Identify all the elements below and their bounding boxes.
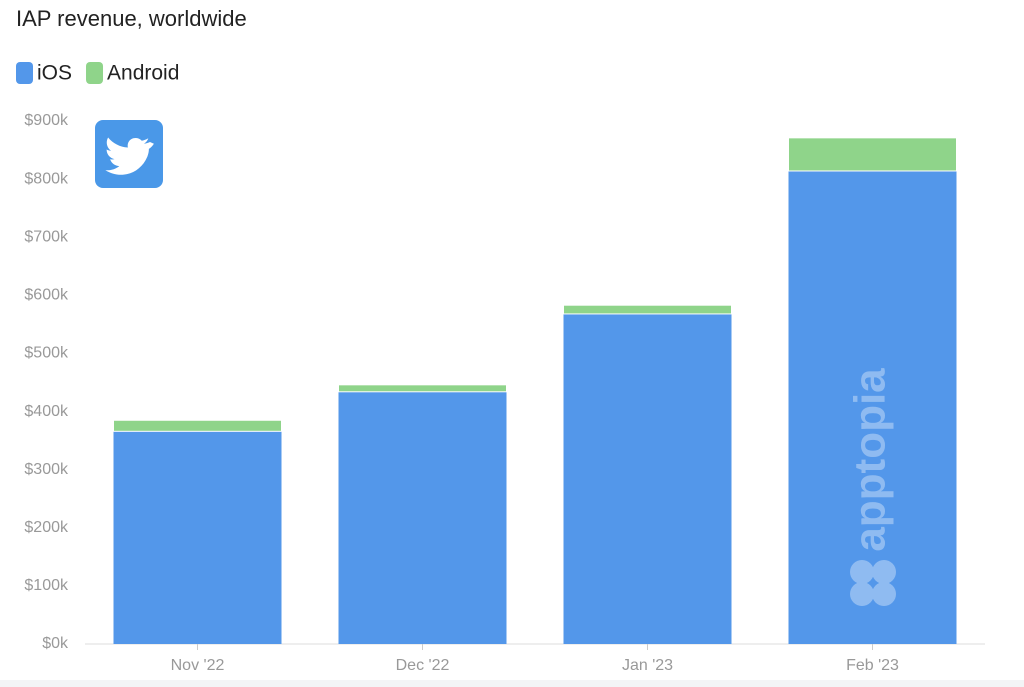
bar-segment — [113, 419, 282, 432]
watermark-logo — [872, 582, 896, 606]
y-tick-label: $700k — [24, 228, 69, 245]
y-tick-label: $800k — [24, 170, 69, 187]
legend-label: Android — [107, 62, 179, 85]
footer-strip — [0, 680, 1024, 687]
bar-segment — [113, 431, 282, 644]
bar-segment — [563, 304, 732, 315]
legend-label: iOS — [37, 62, 72, 85]
y-tick-label: $600k — [24, 287, 69, 304]
watermark-logo — [872, 560, 896, 584]
bar-segment — [563, 313, 732, 644]
y-tick-label: $100k — [24, 577, 69, 594]
y-tick-label: $900k — [24, 112, 69, 129]
watermark-text: apptopia — [846, 368, 895, 552]
bar-segment — [338, 391, 507, 644]
twitter-badge — [95, 120, 163, 188]
legend-swatch — [16, 62, 33, 84]
bar-segment — [788, 137, 957, 172]
x-tick-label: Nov '22 — [171, 657, 225, 674]
watermark-logo — [850, 582, 874, 606]
x-tick-label: Feb '23 — [846, 657, 899, 674]
chart-title: IAP revenue, worldwide — [16, 6, 247, 31]
bar-segment — [338, 384, 507, 393]
x-tick-label: Dec '22 — [396, 657, 450, 674]
x-tick-label: Jan '23 — [622, 657, 673, 674]
legend-swatch — [86, 62, 104, 84]
y-tick-label: $300k — [24, 461, 69, 478]
y-tick-label: $0k — [42, 635, 69, 652]
y-tick-label: $400k — [24, 403, 69, 420]
y-tick-label: $500k — [24, 345, 69, 362]
bar-segment — [788, 170, 957, 644]
y-tick-label: $200k — [24, 519, 69, 536]
watermark-logo — [850, 560, 874, 584]
watermark: apptopia — [846, 368, 896, 606]
